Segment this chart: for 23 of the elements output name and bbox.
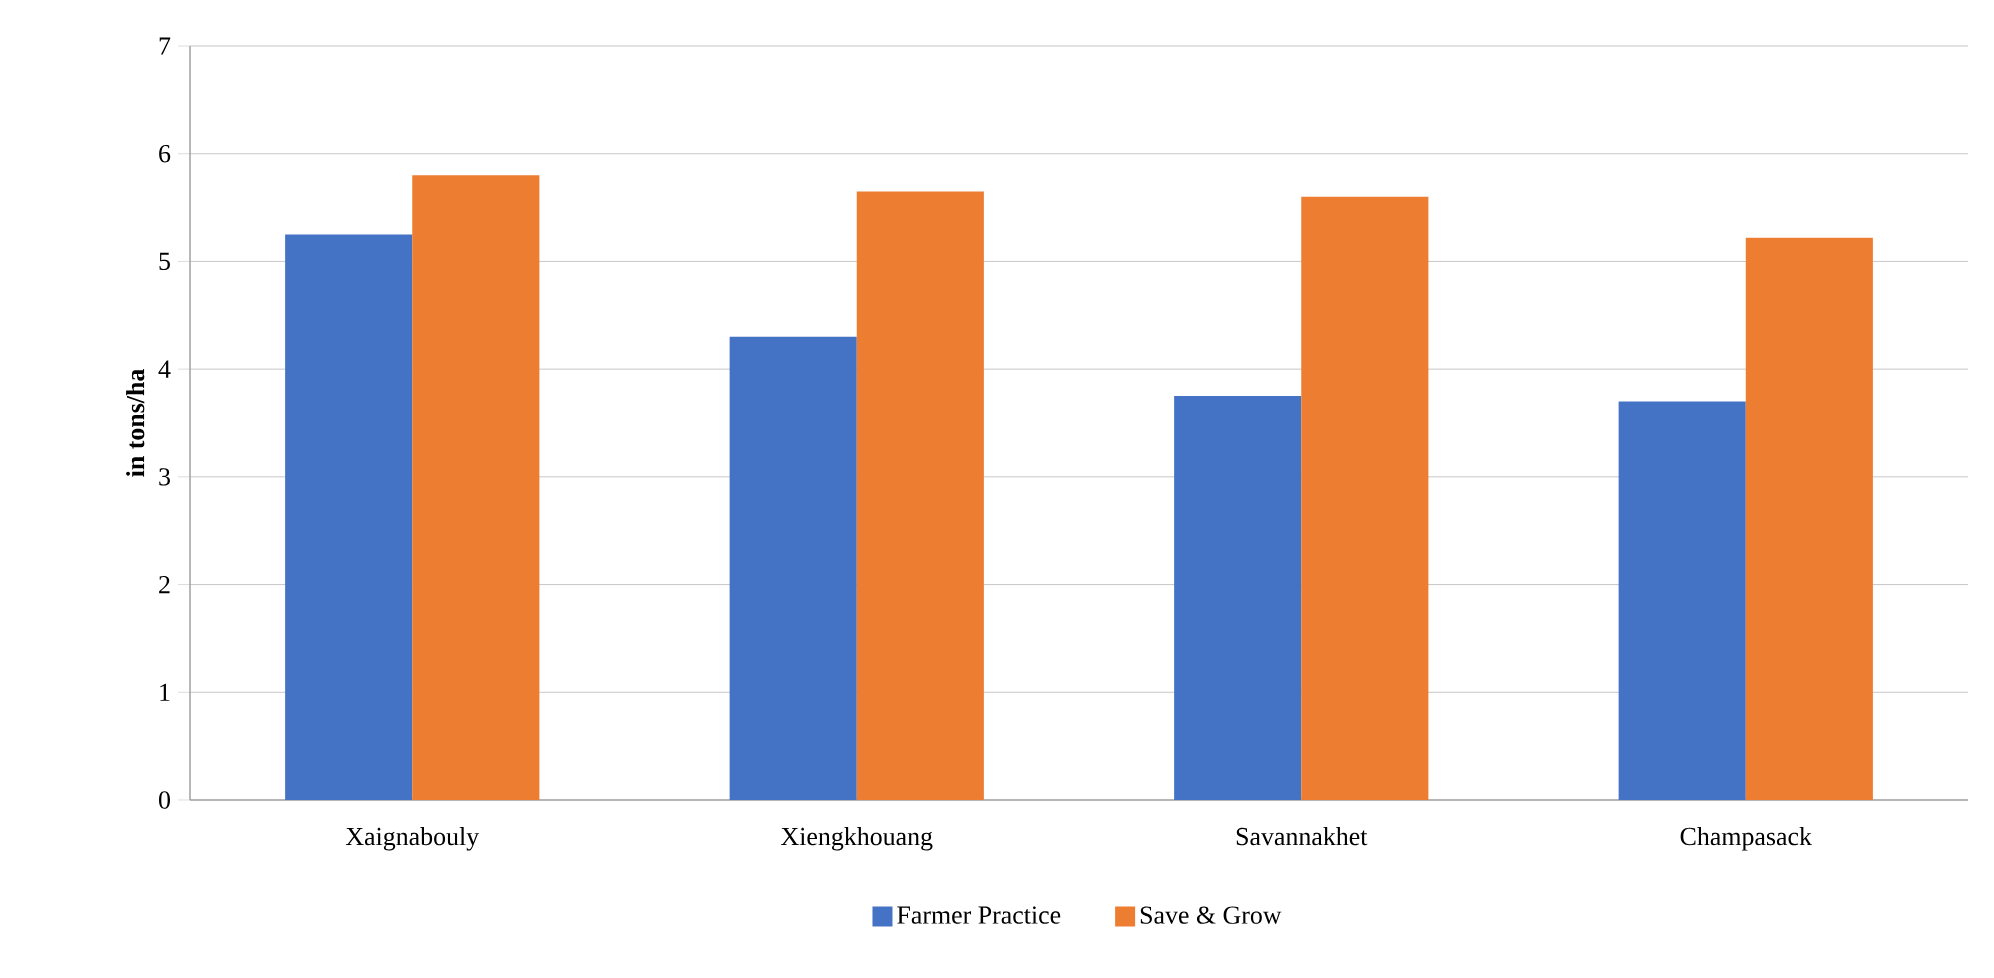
bar xyxy=(412,175,540,800)
y-tick-label: 0 xyxy=(159,791,170,809)
bar xyxy=(1745,237,1873,800)
bar xyxy=(1618,401,1746,800)
y-axis-title: in tons/ha xyxy=(126,369,145,477)
y-tick-label: 3 xyxy=(159,468,170,486)
y-tick-label: 2 xyxy=(159,575,170,594)
bar xyxy=(1174,396,1302,800)
y-tick-label: 5 xyxy=(159,252,170,271)
y-tick-label: 4 xyxy=(158,360,171,378)
x-tick-label: Xaignabouly xyxy=(345,827,480,851)
bar xyxy=(856,191,984,800)
legend-label: Save & Grow xyxy=(1140,906,1282,924)
legend-label: Farmer Practice xyxy=(897,906,1061,924)
x-tick-label: Xiengkhouang xyxy=(781,827,933,851)
x-tick-label: Champasack xyxy=(1680,827,1812,851)
bar xyxy=(729,336,857,800)
bar xyxy=(1301,196,1429,800)
y-tick-label: 1 xyxy=(160,683,170,701)
bar xyxy=(285,234,413,800)
y-tick-label: 6 xyxy=(159,145,171,163)
y-tick-label: 7 xyxy=(159,37,171,55)
x-tick-label: Savannakhet xyxy=(1236,827,1368,846)
